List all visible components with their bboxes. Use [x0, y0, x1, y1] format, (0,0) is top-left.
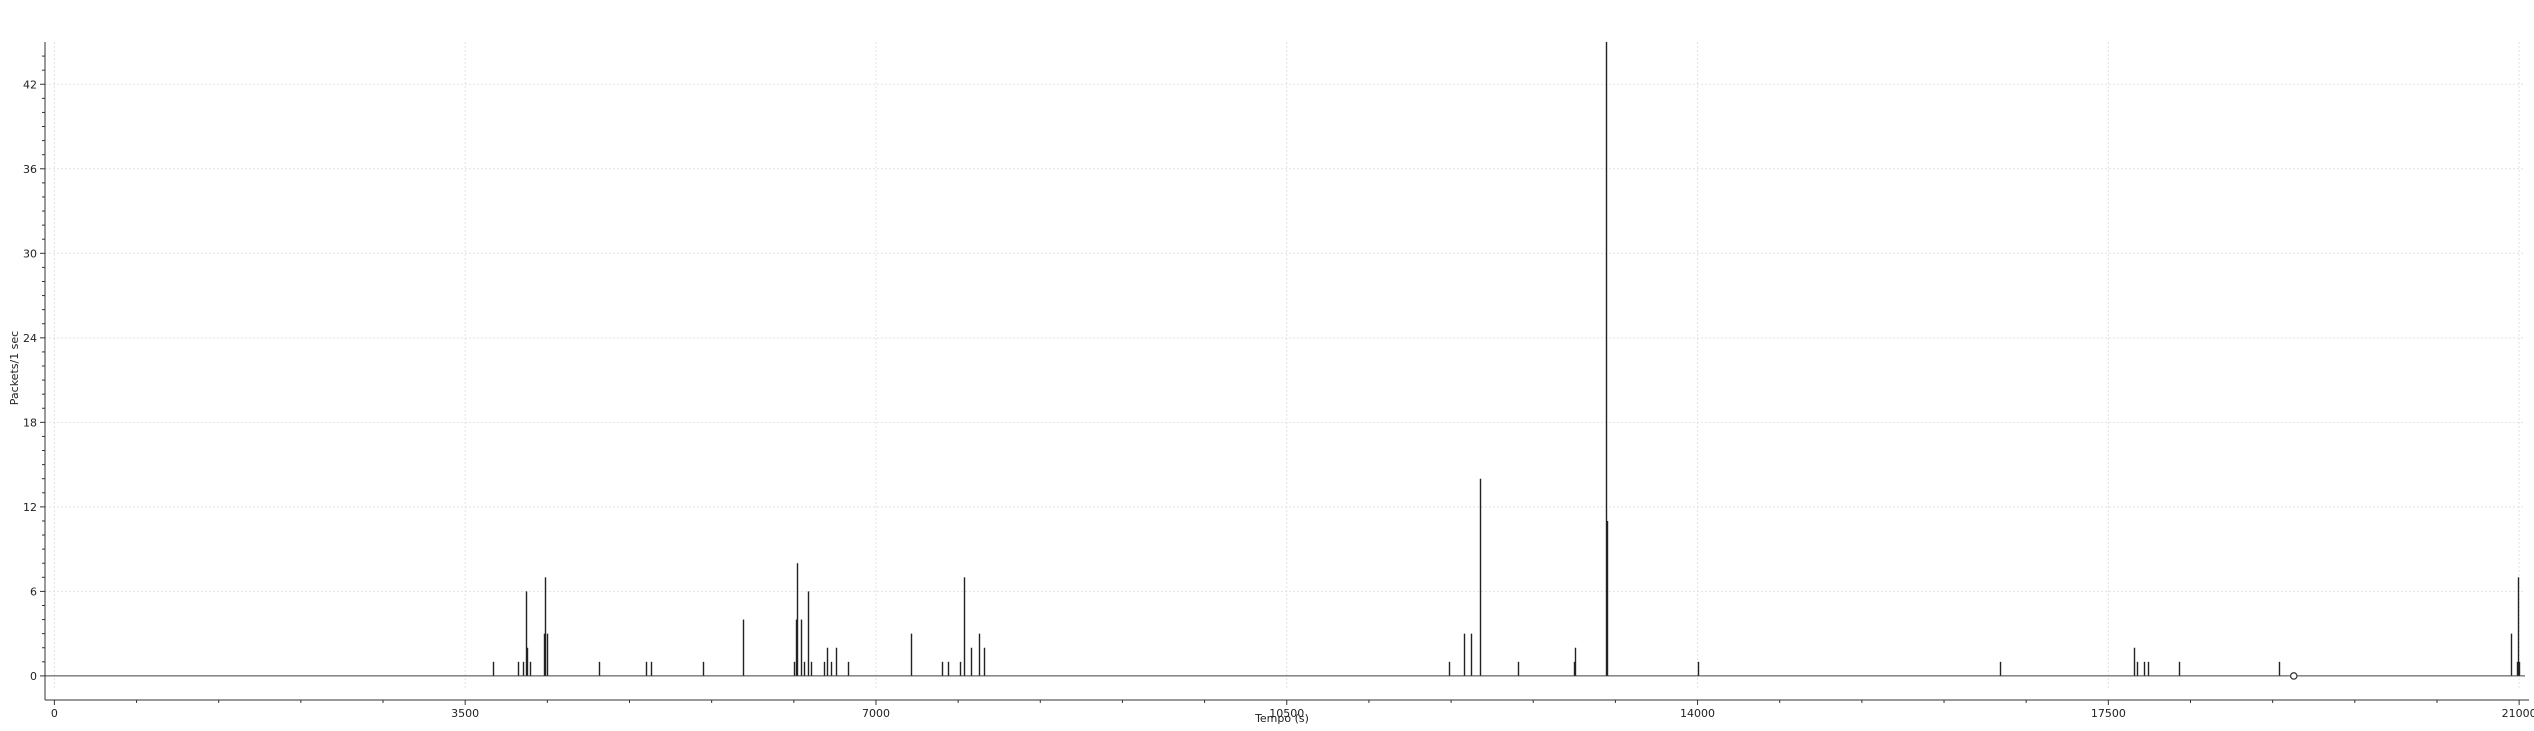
y-tick-label: 12	[23, 501, 37, 514]
x-tick-label: 3500	[451, 707, 479, 720]
y-tick-label: 24	[23, 332, 37, 345]
x-tick-label: 7000	[862, 707, 890, 720]
y-axis-title: Packets/1 sec	[8, 331, 21, 405]
axes: 0 6 12 18 24 30 36 42 0 3500 7000 10500 14000 17500 21…	[23, 42, 2534, 720]
y-tick-label: 42	[23, 78, 37, 91]
y-tick-label: 36	[23, 163, 37, 176]
bars	[492, 42, 2521, 676]
x-tick-label: 14000	[1680, 707, 1715, 720]
x-tick-label: 0	[51, 707, 58, 720]
x-tick-label: 21000	[2502, 707, 2534, 720]
y-tick-label: 30	[23, 247, 37, 260]
y-tick-label: 0	[30, 670, 37, 683]
x-tick-label: 17500	[2091, 707, 2126, 720]
grid	[45, 42, 2525, 690]
marker	[2289, 672, 2298, 680]
x-axis-title: Tempo (s)	[1254, 712, 1309, 725]
y-tick-label: 18	[23, 416, 37, 429]
x-tick-label: 10500	[1269, 707, 1304, 720]
y-tick-label: 6	[30, 585, 37, 598]
circle-marker	[2289, 672, 2298, 680]
